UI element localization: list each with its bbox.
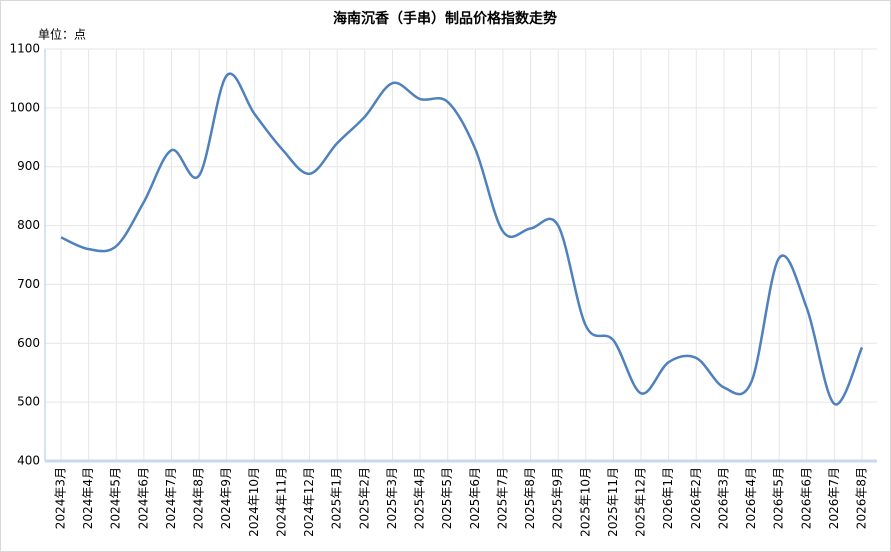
x-tick-label: 2024年8月	[192, 467, 206, 529]
chart-title: 海南沉香（手串）制品价格指数走势	[333, 10, 557, 27]
x-tick-label: 2026年4月	[744, 467, 758, 529]
x-tick-label: 2025年4月	[413, 467, 427, 529]
y-tick-label: 400	[17, 454, 40, 468]
x-tick-label: 2026年2月	[689, 467, 703, 529]
x-tick-label: 2025年1月	[330, 467, 344, 529]
x-tick-label: 2026年3月	[716, 467, 730, 529]
y-tick-label: 700	[17, 277, 40, 291]
x-tick-label: 2024年5月	[109, 467, 123, 529]
y-tick-label: 500	[17, 395, 40, 409]
x-tick-label: 2024年9月	[219, 467, 233, 529]
y-tick-label: 1100	[9, 42, 40, 56]
y-tick-label: 900	[17, 159, 40, 173]
x-tick-label: 2024年11月	[274, 467, 288, 537]
x-tick-label: 2024年3月	[54, 467, 68, 529]
x-tick-label: 2024年12月	[302, 467, 316, 537]
x-tick-label: 2025年10月	[578, 467, 592, 537]
x-tick-label: 2026年6月	[799, 467, 813, 529]
x-tick-label: 2024年10月	[247, 467, 261, 537]
y-tick-label: 1000	[9, 100, 40, 114]
x-tick-label: 2025年7月	[495, 467, 509, 529]
x-tick-label: 2024年7月	[164, 467, 178, 529]
x-tick-label: 2025年11月	[606, 467, 620, 537]
x-tick-label: 2025年3月	[385, 467, 399, 529]
x-tick-label: 2025年12月	[634, 467, 648, 537]
x-tick-label: 2025年2月	[357, 467, 371, 529]
x-tick-label: 2026年8月	[855, 467, 869, 529]
x-tick-label: 2024年6月	[136, 467, 150, 529]
x-tick-label: 2025年9月	[551, 467, 565, 529]
x-tick-label: 2026年7月	[827, 467, 841, 529]
x-tick-label: 2025年6月	[468, 467, 482, 529]
x-tick-label: 2024年4月	[81, 467, 95, 529]
x-tick-label: 2025年8月	[523, 467, 537, 529]
x-tick-label: 2025年5月	[440, 467, 454, 529]
unit-label: 单位：点	[38, 27, 86, 42]
x-tick-label: 2026年1月	[661, 467, 675, 529]
line	[60, 72, 864, 406]
y-tick-label: 800	[17, 218, 40, 232]
y-tick-label: 600	[17, 336, 40, 350]
x-tick-label: 2026年5月	[772, 467, 786, 529]
